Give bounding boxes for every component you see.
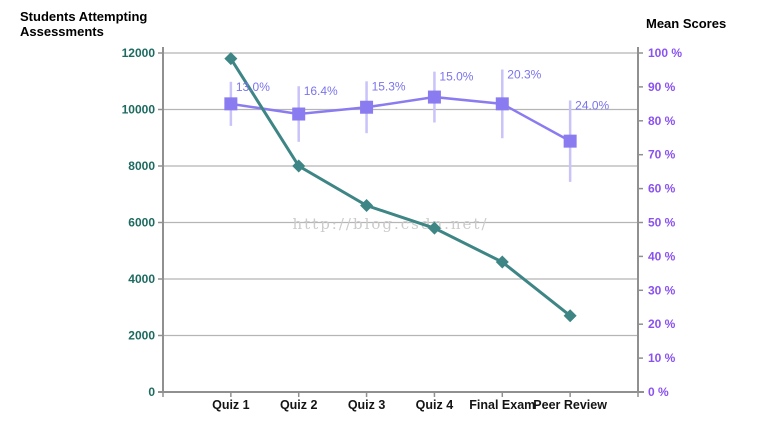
x-axis-label: Final Exam	[469, 398, 535, 412]
stddev-label: 24.0%	[575, 98, 609, 112]
right-axis-tick-label: 100 %	[648, 46, 682, 60]
left-axis-tick-label: 0	[148, 385, 155, 399]
x-axis-label: Quiz 4	[416, 398, 454, 412]
x-axis-label: Peer Review	[533, 398, 607, 412]
right-axis-tick-label: 30 %	[648, 283, 676, 297]
students-line	[229, 57, 572, 317]
stddev-label: 15.0%	[439, 70, 473, 84]
mean-scores-point	[495, 97, 509, 111]
students-point	[427, 221, 441, 235]
students-point	[563, 309, 577, 323]
x-axis-label: Quiz 2	[280, 398, 318, 412]
right-axis-tick-label: 70 %	[648, 148, 676, 162]
left-axis-tick-label: 10000	[122, 103, 156, 117]
mean-scores-point	[360, 100, 374, 114]
stddev-label: 13.0%	[236, 80, 270, 94]
left-axis-tick-label: 2000	[128, 329, 155, 343]
mean-scores-point	[224, 97, 238, 111]
students-point	[292, 159, 306, 173]
students-point	[360, 199, 374, 213]
students-point	[224, 52, 238, 66]
left-axis-tick-label: 4000	[128, 272, 155, 286]
stddev-label: 15.3%	[372, 79, 406, 93]
left-axis-tick-label: 12000	[122, 46, 156, 60]
right-axis-tick-label: 50 %	[648, 216, 676, 230]
right-axis-tick-label: 0 %	[648, 385, 669, 399]
right-axis-title: Mean Scores	[646, 16, 727, 31]
left-axis-title: Students Attempting Assessments	[20, 9, 148, 39]
right-axis-tick-label: 20 %	[648, 317, 676, 331]
students-point	[495, 255, 509, 269]
stddev-label: 16.4%	[304, 84, 338, 98]
stddev-label: 20.3%	[507, 67, 541, 81]
left-axis-tick-label: 6000	[128, 216, 155, 230]
watermark-text: http://blog.csdn.net/	[292, 215, 488, 233]
x-axis-label: Quiz 3	[348, 398, 386, 412]
x-axis-label: Quiz 1	[212, 398, 250, 412]
mean-scores-point	[427, 90, 441, 104]
left-axis-tick-label: 8000	[128, 159, 155, 173]
mean-scores-point	[563, 134, 577, 148]
mean-scores-point	[292, 107, 306, 121]
right-axis-tick-label: 40 %	[648, 249, 676, 263]
right-axis-tick-label: 60 %	[648, 182, 676, 196]
right-axis-tick-label: 90 %	[648, 80, 676, 94]
right-axis-tick-label: 80 %	[648, 114, 676, 128]
right-axis-tick-label: 10 %	[648, 351, 676, 365]
mean-scores-line	[230, 95, 571, 143]
